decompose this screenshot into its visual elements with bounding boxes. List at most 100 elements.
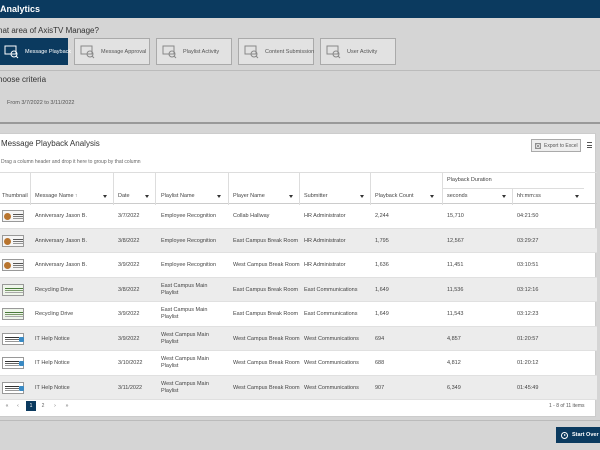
filter-icon[interactable] xyxy=(575,195,579,198)
group-hint: Drag a column header and drop it here to… xyxy=(1,159,141,165)
cell-player-name: East Campus Break Room xyxy=(233,311,299,317)
tile-message-playback[interactable]: Message Playback xyxy=(0,38,72,65)
criteria-title: hoose criteria xyxy=(0,75,47,84)
cell-message-name: IT Help Notice xyxy=(35,335,70,342)
tile-message-approval[interactable]: Message Approval xyxy=(74,38,150,65)
col-message-name[interactable]: Message Name ↑ xyxy=(35,193,78,199)
col-playlist-name[interactable]: Playlist Name xyxy=(161,193,195,199)
pager-next-button[interactable]: › xyxy=(54,403,56,409)
play-circle-icon xyxy=(561,431,568,439)
col-hhmmss[interactable]: hh:mm:ss xyxy=(517,193,541,199)
cell-seconds: 11,536 xyxy=(447,286,464,293)
tile-label: User Activity xyxy=(347,48,378,55)
tile-user-activity[interactable]: User Activity xyxy=(320,38,396,65)
filter-icon[interactable] xyxy=(502,195,506,198)
table-row[interactable]: Anniversary Jason B. 3/8/2022 Employee R… xyxy=(0,228,597,253)
cell-hhmmss: 01:20:12 xyxy=(517,360,539,366)
cell-date: 3/9/2022 xyxy=(118,311,140,317)
col-date[interactable]: Date xyxy=(118,193,130,199)
table-row[interactable]: Recycling Drive 3/9/2022 East Campus Mai… xyxy=(0,302,597,327)
cell-playback-count: 694 xyxy=(375,335,385,342)
cell-playlist-name: Employee Recognition xyxy=(161,213,217,219)
cell-playlist-name: Employee Recognition xyxy=(161,237,217,244)
filter-icon[interactable] xyxy=(103,195,107,198)
message-thumbnail xyxy=(2,308,24,320)
cell-message-name: Anniversary Jason B. xyxy=(35,262,87,268)
export-to-excel-button[interactable]: Export to Excel xyxy=(531,139,581,152)
grid-pager: « ‹ 1 2 › » 1 - 8 of 11 items xyxy=(0,396,597,416)
tile-label: Content Submission xyxy=(265,48,315,55)
message-thumbnail xyxy=(2,283,24,296)
tile-label: Message Playback xyxy=(25,48,72,55)
cell-player-name: East Campus Break Room xyxy=(233,237,299,244)
divider xyxy=(0,122,600,124)
table-row[interactable]: IT Help Notice 3/10/2022 West Campus Mai… xyxy=(0,351,597,376)
pager-last-button[interactable]: » xyxy=(65,403,69,409)
cell-hhmmss: 01:20:57 xyxy=(517,335,539,342)
cell-message-name: IT Help Notice xyxy=(35,384,70,391)
cell-date: 3/7/2022 xyxy=(118,213,140,219)
grid-header: Thumbnail Message Name ↑ Date Playlist N… xyxy=(0,172,597,205)
area-tiles: Message Playback Message Approval Playli… xyxy=(0,38,396,65)
cell-submitter: West Communications xyxy=(304,335,359,342)
message-thumbnail xyxy=(2,210,24,222)
divider xyxy=(0,420,600,421)
message-thumbnail xyxy=(2,357,24,369)
cell-submitter: HR Administrator xyxy=(304,237,346,244)
filter-icon[interactable] xyxy=(217,195,221,198)
col-player-name[interactable]: Player Name xyxy=(233,193,265,199)
cell-seconds: 4,857 xyxy=(447,335,461,342)
cell-seconds: 15,710 xyxy=(447,213,464,219)
cell-playlist-name: East Campus Main Playlist xyxy=(161,307,208,320)
start-over-button[interactable]: Start Over xyxy=(556,427,600,443)
cell-seconds: 12,567 xyxy=(447,237,464,244)
cell-submitter: West Communications xyxy=(304,384,359,391)
cell-playlist-name: West Campus Main Playlist xyxy=(161,380,209,394)
cell-message-name: Recycling Drive xyxy=(35,311,74,317)
filter-icon[interactable] xyxy=(360,195,364,198)
pager-first-button[interactable]: « xyxy=(5,403,9,409)
playback-grid: Thumbnail Message Name ↑ Date Playlist N… xyxy=(0,172,597,400)
tile-playlist-activity[interactable]: Playlist Activity xyxy=(156,38,232,65)
col-submitter[interactable]: Submitter xyxy=(304,193,328,199)
panel-title: Message Playback Analysis xyxy=(1,139,100,148)
cell-submitter: HR Administrator xyxy=(304,213,346,219)
pager-info: 1 - 8 of 11 items xyxy=(549,403,585,409)
message-thumbnail xyxy=(2,381,24,394)
table-row[interactable]: Recycling Drive 3/8/2022 East Campus Mai… xyxy=(0,277,597,302)
pager-page-2[interactable]: 2 xyxy=(41,403,45,409)
cell-playlist-name: East Campus Main Playlist xyxy=(161,282,208,296)
excel-icon xyxy=(535,142,541,149)
cell-player-name: Collab Hallway xyxy=(233,213,270,219)
message-playback-icon xyxy=(4,44,19,59)
cell-hhmmss: 03:10:51 xyxy=(517,262,539,268)
cell-playback-count: 907 xyxy=(375,384,385,391)
tile-content-submission[interactable]: Content Submission xyxy=(238,38,314,65)
table-row[interactable]: IT Help Notice 3/11/2022 West Campus Mai… xyxy=(0,375,597,400)
column-menu-icon[interactable] xyxy=(587,142,592,148)
pager-prev-button[interactable]: ‹ xyxy=(17,403,19,409)
table-row[interactable]: Anniversary Jason B. 3/7/2022 Employee R… xyxy=(0,204,597,229)
filter-icon[interactable] xyxy=(430,195,434,198)
cell-player-name: East Campus Break Room xyxy=(233,286,299,293)
table-row[interactable]: IT Help Notice 3/9/2022 West Campus Main… xyxy=(0,326,597,351)
cell-player-name: West Campus Break Room xyxy=(233,262,300,268)
tile-label: Playlist Activity xyxy=(183,48,220,55)
pager-page-1[interactable]: 1 xyxy=(26,401,36,411)
cell-hhmmss: 03:12:23 xyxy=(517,311,539,317)
filter-icon[interactable] xyxy=(145,195,149,198)
cell-message-name: Anniversary Jason B. xyxy=(35,213,87,219)
playlist-activity-icon xyxy=(162,44,177,59)
criteria-date-range[interactable]: From 3/7/2022 to 3/11/2022 xyxy=(7,100,75,106)
col-playback-count[interactable]: Playback Count xyxy=(375,193,414,199)
start-over-label: Start Over xyxy=(572,432,599,438)
table-row[interactable]: Anniversary Jason B. 3/9/2022 Employee R… xyxy=(0,253,597,278)
cell-date: 3/8/2022 xyxy=(118,286,140,293)
message-approval-icon xyxy=(80,44,95,59)
content-submission-icon xyxy=(244,44,259,59)
filter-icon[interactable] xyxy=(289,195,293,198)
col-thumbnail[interactable]: Thumbnail xyxy=(2,193,28,199)
cell-submitter: West Communications xyxy=(304,360,359,366)
cell-message-name: IT Help Notice xyxy=(35,360,70,366)
col-seconds[interactable]: seconds xyxy=(447,193,468,199)
